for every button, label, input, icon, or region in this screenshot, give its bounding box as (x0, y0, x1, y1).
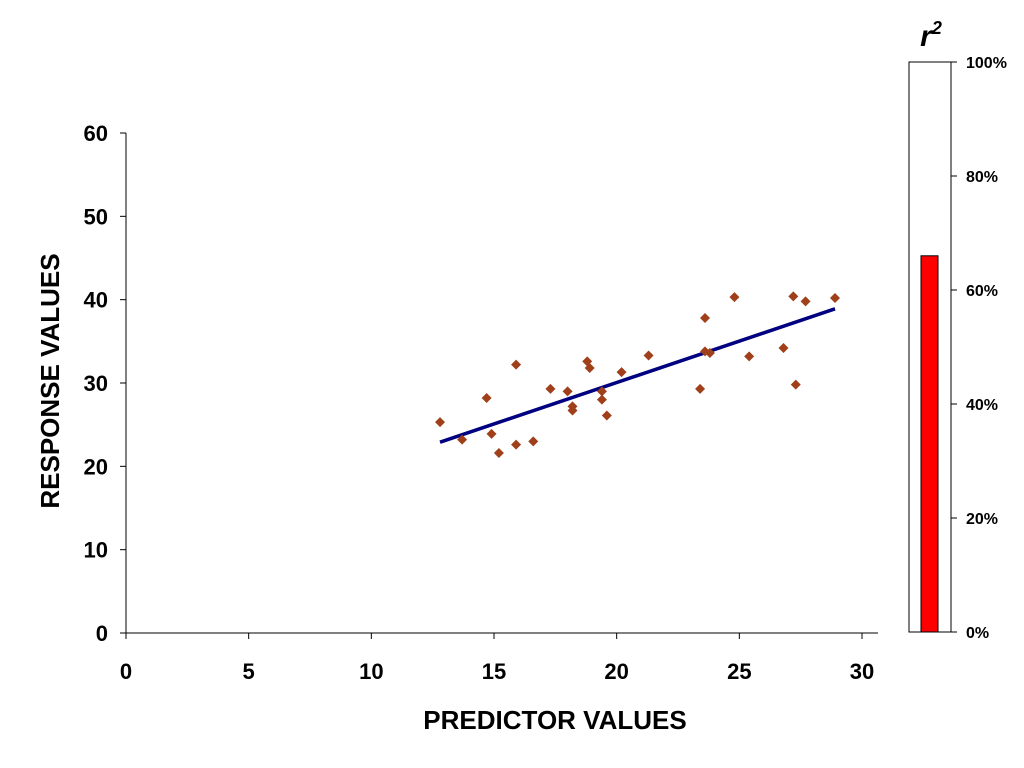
r-squared-bar (920, 255, 939, 633)
scatter-point (695, 383, 706, 394)
y-tick-label: 30 (84, 371, 108, 396)
gauge-tick-label: 80% (966, 169, 998, 186)
scatter-chart: 0 5 10 15 20 25 30 0 10 20 30 40 50 60 PREDICTOR VAL… (35, 121, 878, 735)
scatter-point (584, 363, 595, 373)
y-tick-label: 0 (96, 621, 108, 646)
scatter-point (788, 291, 799, 302)
scatter-point (486, 428, 497, 439)
gauge-title-superscript: 2 (931, 18, 942, 38)
x-tick-label: 15 (482, 659, 506, 684)
scatter-point (596, 394, 607, 405)
gauge-title-base: r (920, 20, 934, 53)
scatter-point (511, 439, 522, 450)
scatter-point (704, 348, 715, 358)
x-tick-label: 0 (120, 659, 132, 684)
scatter-point (567, 401, 578, 412)
scatter-point (643, 350, 654, 361)
scatter-point (457, 434, 468, 445)
scatter-point (528, 436, 539, 447)
scatter-point (481, 393, 492, 403)
scatter-points (435, 291, 841, 458)
x-tick-label: 25 (727, 659, 751, 684)
y-tick-label: 50 (84, 204, 108, 229)
gauge-tick-label: 40% (966, 397, 998, 414)
scatter-point (545, 383, 556, 394)
scatter-point (699, 313, 710, 323)
y-axis-ticks: 0 10 20 30 40 50 60 (84, 121, 126, 646)
x-tick-label: 20 (604, 659, 628, 684)
scatter-point (778, 343, 789, 353)
x-axis-ticks: 0 5 10 15 20 25 30 (120, 633, 874, 684)
gauge-tick-label: 0% (966, 625, 989, 642)
scatter-point (830, 293, 841, 303)
scatter-point (729, 292, 740, 303)
scatter-point (601, 410, 612, 421)
x-axis-title: PREDICTOR VALUES (423, 705, 686, 735)
trend-line (439, 307, 836, 444)
gauge-title: r2 (920, 18, 942, 53)
scatter-point (435, 417, 446, 428)
gauge-axis-ticks: 0% 20% 40% 60% 80% 100% (951, 55, 1007, 642)
y-tick-label: 10 (84, 538, 108, 563)
y-tick-label: 20 (84, 454, 108, 479)
scatter-point (616, 367, 627, 378)
x-tick-label: 10 (359, 659, 383, 684)
gauge-tick-label: 20% (966, 511, 998, 528)
scatter-point (493, 448, 504, 458)
x-tick-label: 5 (243, 659, 255, 684)
scatter-point (511, 359, 522, 370)
gauge-tick-label: 100% (966, 55, 1007, 72)
y-axis-title: RESPONSE VALUES (35, 253, 65, 508)
scatter-point (790, 379, 801, 390)
x-tick-label: 30 (850, 659, 874, 684)
r-squared-gauge: 0% 20% 40% 60% 80% 100% r2 (908, 18, 1007, 642)
y-tick-label: 40 (84, 288, 108, 313)
gauge-tick-label: 60% (966, 283, 998, 300)
scatter-point (744, 351, 755, 362)
y-tick-label: 60 (84, 121, 108, 146)
scatter-point (800, 296, 811, 307)
scatter-point (596, 386, 607, 397)
scatter-point (562, 386, 573, 397)
